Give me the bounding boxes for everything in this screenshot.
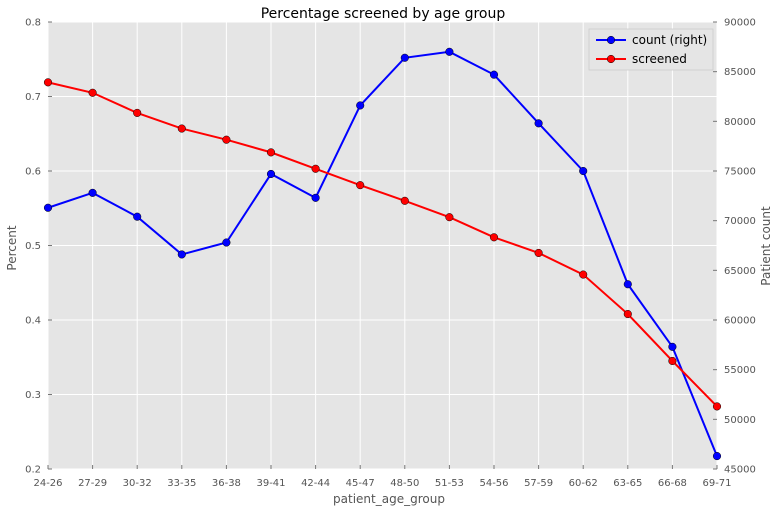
data-point-screened bbox=[445, 213, 454, 222]
y-right-tick-label: 85000 bbox=[724, 67, 756, 78]
data-point-screened bbox=[712, 402, 722, 411]
y-right-tick-label: 50000 bbox=[724, 415, 756, 426]
series-line-screened bbox=[47, 81, 718, 408]
y-left-tick-label: 0.5 bbox=[25, 241, 41, 252]
series-group bbox=[43, 47, 722, 461]
x-tick-label: 60-62 bbox=[569, 478, 598, 489]
data-point-count bbox=[177, 250, 186, 259]
chart-title: Percentage screened by age group bbox=[261, 6, 506, 22]
x-tick-label: 33-35 bbox=[167, 478, 196, 489]
data-point-screened bbox=[88, 88, 97, 97]
data-point-screened bbox=[356, 181, 365, 190]
x-tick-label: 24-26 bbox=[33, 478, 62, 489]
data-point-count bbox=[668, 342, 677, 351]
data-point-count bbox=[489, 70, 499, 79]
legend-marker-screened bbox=[606, 54, 616, 64]
x-tick-label: 54-56 bbox=[479, 478, 508, 489]
data-point-screened bbox=[311, 164, 320, 173]
data-point-count bbox=[445, 47, 454, 56]
x-tick-label: 69-71 bbox=[702, 478, 731, 489]
x-tick-label: 51-53 bbox=[435, 478, 464, 489]
legend-label-screened: screened bbox=[632, 52, 687, 66]
x-tick-label: 30-32 bbox=[123, 478, 152, 489]
x-tick-label: 66-68 bbox=[658, 478, 687, 489]
y-right-tick-label: 45000 bbox=[724, 465, 756, 476]
y-left-tick-label: 0.2 bbox=[25, 465, 41, 476]
data-point-screened bbox=[266, 148, 276, 157]
x-tick-label: 39-41 bbox=[256, 478, 285, 489]
data-point-screened bbox=[489, 233, 499, 242]
y-right-tick-label: 90000 bbox=[724, 18, 756, 29]
y-left-tick-label: 0.4 bbox=[25, 316, 41, 327]
data-point-screened bbox=[579, 270, 588, 279]
x-axis-label: patient_age_group bbox=[333, 492, 445, 506]
data-point-screened bbox=[43, 78, 53, 87]
y-right-tick-label: 55000 bbox=[724, 365, 756, 376]
legend-marker-count bbox=[606, 35, 616, 45]
x-tick-label: 63-65 bbox=[613, 478, 642, 489]
data-point-count bbox=[266, 169, 276, 179]
legend-label-count: count (right) bbox=[632, 33, 707, 47]
x-tick-label: 57-59 bbox=[524, 478, 553, 489]
data-point-count bbox=[222, 238, 231, 247]
data-point-count bbox=[534, 119, 543, 128]
data-point-screened bbox=[400, 196, 409, 205]
y-left-tick-label: 0.3 bbox=[25, 390, 41, 401]
data-point-count bbox=[133, 212, 142, 221]
x-tick-label: 45-47 bbox=[346, 478, 375, 489]
y-axis-left-label: Percent bbox=[5, 225, 19, 270]
data-point-count bbox=[400, 53, 409, 62]
y-axis-left-ticks: 0.2 0.3 0.4 0.5 0.6 0.7 0.8 bbox=[25, 18, 52, 476]
data-point-count bbox=[311, 193, 320, 202]
x-tick-label: 27-29 bbox=[78, 478, 107, 489]
x-axis-ticks: 24-26 27-29 30-32 33-35 36-38 39-41 42-44 45-47… bbox=[33, 465, 732, 489]
x-tick-label: 42-44 bbox=[301, 478, 330, 489]
data-point-count bbox=[43, 203, 53, 212]
data-point-count bbox=[712, 452, 722, 461]
data-point-count bbox=[356, 101, 365, 110]
y-left-tick-label: 0.7 bbox=[25, 92, 41, 103]
y-axis-right-ticks: 45000 50000 55000 60000 65000 70000 75000 80000… bbox=[713, 18, 756, 476]
legend: count (right) screened bbox=[588, 28, 714, 71]
y-left-tick-label: 0.6 bbox=[25, 167, 41, 178]
y-axis-right-label: Patient count bbox=[759, 206, 773, 286]
data-point-screened bbox=[623, 309, 632, 319]
data-point-screened bbox=[133, 108, 142, 117]
grid-lines bbox=[47, 21, 718, 470]
data-point-screened bbox=[177, 124, 186, 133]
y-right-tick-label: 60000 bbox=[724, 316, 756, 327]
y-left-tick-label: 0.8 bbox=[25, 18, 41, 29]
series-line-count bbox=[47, 50, 718, 457]
y-right-tick-label: 80000 bbox=[724, 117, 756, 128]
y-right-tick-label: 75000 bbox=[724, 167, 756, 178]
y-right-tick-label: 65000 bbox=[724, 266, 756, 277]
data-point-count bbox=[579, 166, 588, 176]
x-tick-label: 36-38 bbox=[212, 478, 241, 489]
legend-box bbox=[588, 28, 714, 71]
data-point-screened bbox=[668, 356, 677, 366]
data-point-count bbox=[88, 188, 97, 197]
x-tick-label: 48-50 bbox=[390, 478, 419, 489]
data-point-count bbox=[623, 280, 632, 289]
y-right-tick-label: 70000 bbox=[724, 216, 756, 227]
data-point-screened bbox=[222, 135, 231, 144]
data-point-screened bbox=[534, 248, 543, 257]
